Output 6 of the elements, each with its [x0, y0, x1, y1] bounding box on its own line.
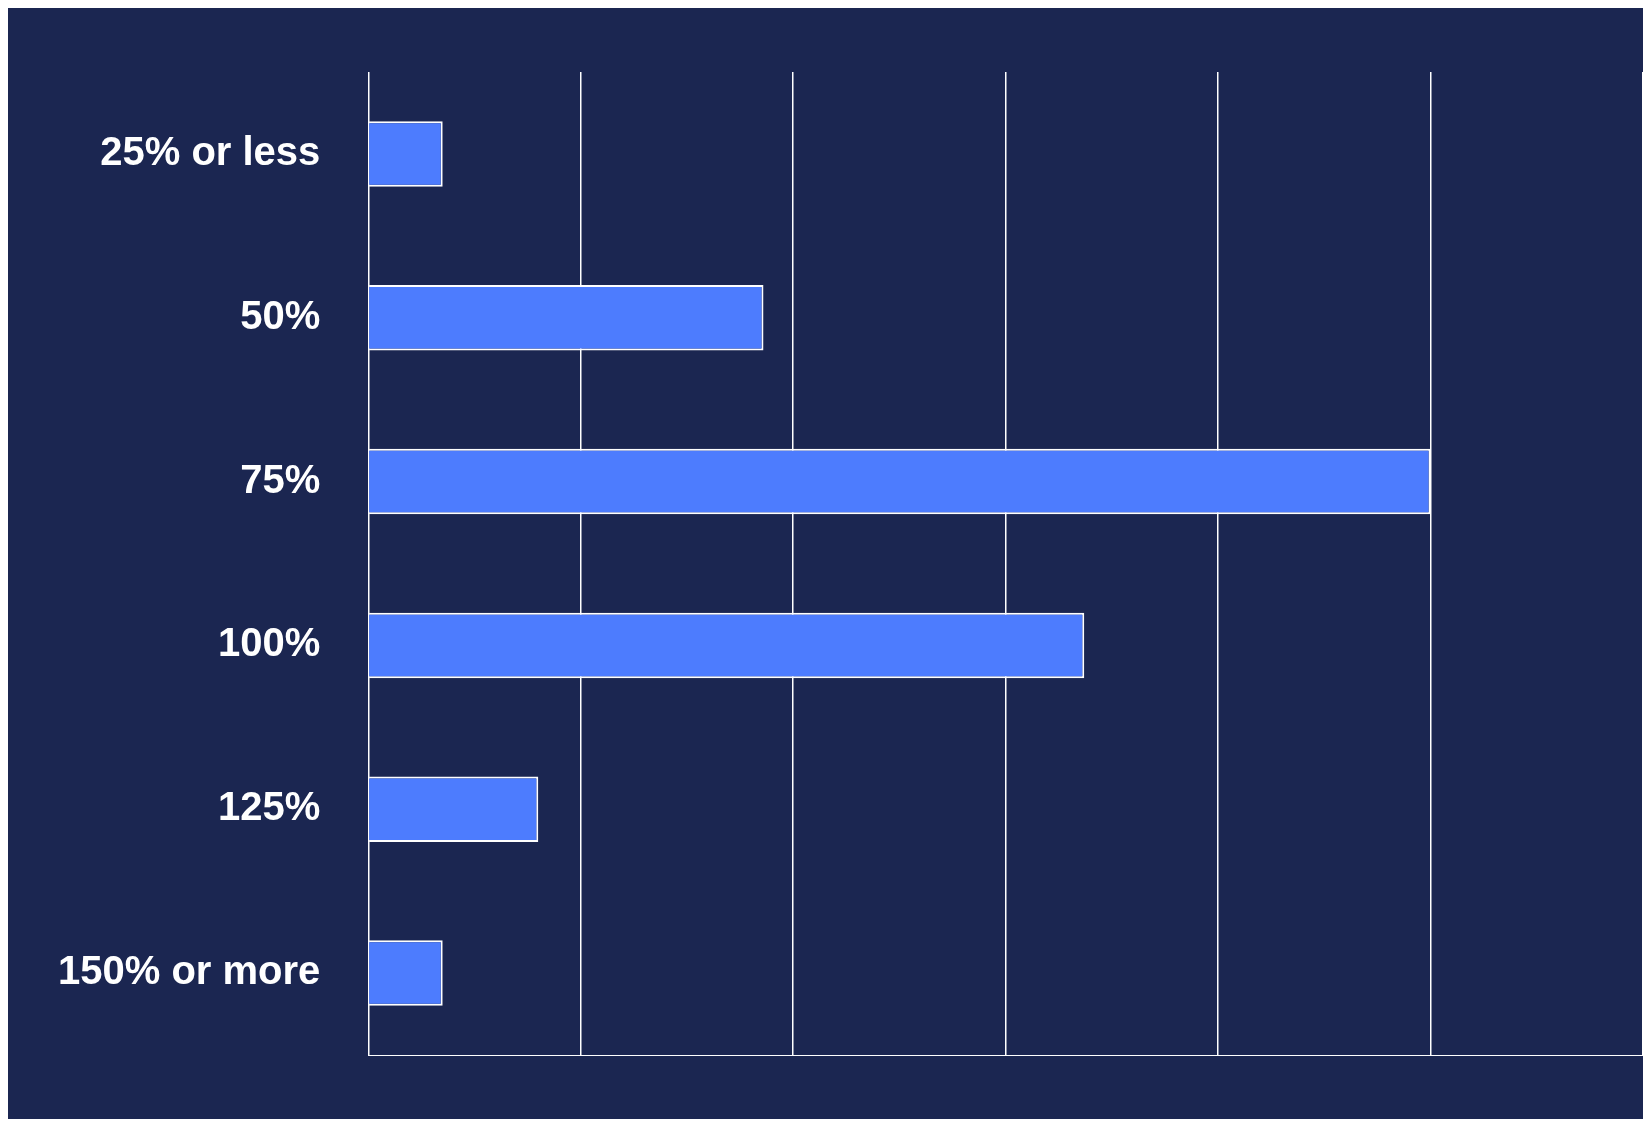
- y-tick-label: 125%: [218, 784, 321, 829]
- y-tick-label: 150% or more: [58, 948, 321, 993]
- y-tick-label: 100%: [218, 620, 321, 665]
- y-tick-label: 75%: [240, 456, 321, 501]
- y-tick-label: 50%: [240, 292, 321, 337]
- y-tick-label: 25% or less: [100, 128, 321, 173]
